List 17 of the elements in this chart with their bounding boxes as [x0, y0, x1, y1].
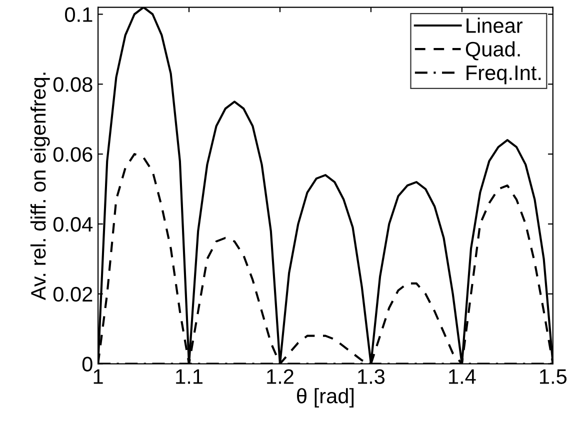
legend-label: Linear: [466, 18, 522, 33]
x-axis-title: θ [rad]: [297, 388, 354, 408]
x-tick-label: 1: [94, 369, 103, 384]
y-tick-label: 0.02: [53, 286, 92, 302]
y-tick-label: 0.08: [53, 77, 92, 92]
y-tick-label: 0: [82, 356, 92, 372]
x-tick-label: 1.2: [267, 369, 294, 384]
y-axis-title: Av. rel. diff. on eigenfreq.: [30, 72, 50, 300]
x-tick-label: 1.5: [540, 369, 567, 384]
x-tick-label: 1.3: [358, 369, 385, 384]
x-tick-label: 1.1: [176, 369, 202, 384]
legend-label: Quad.: [466, 41, 520, 60]
x-tick-label: 1.4: [449, 369, 476, 384]
y-tick-label: 0.1: [65, 7, 92, 22]
y-tick-label: 0.04: [53, 216, 93, 232]
y-tick-label: 0.06: [53, 147, 92, 162]
legend-label: Freq.Int.: [466, 66, 541, 84]
